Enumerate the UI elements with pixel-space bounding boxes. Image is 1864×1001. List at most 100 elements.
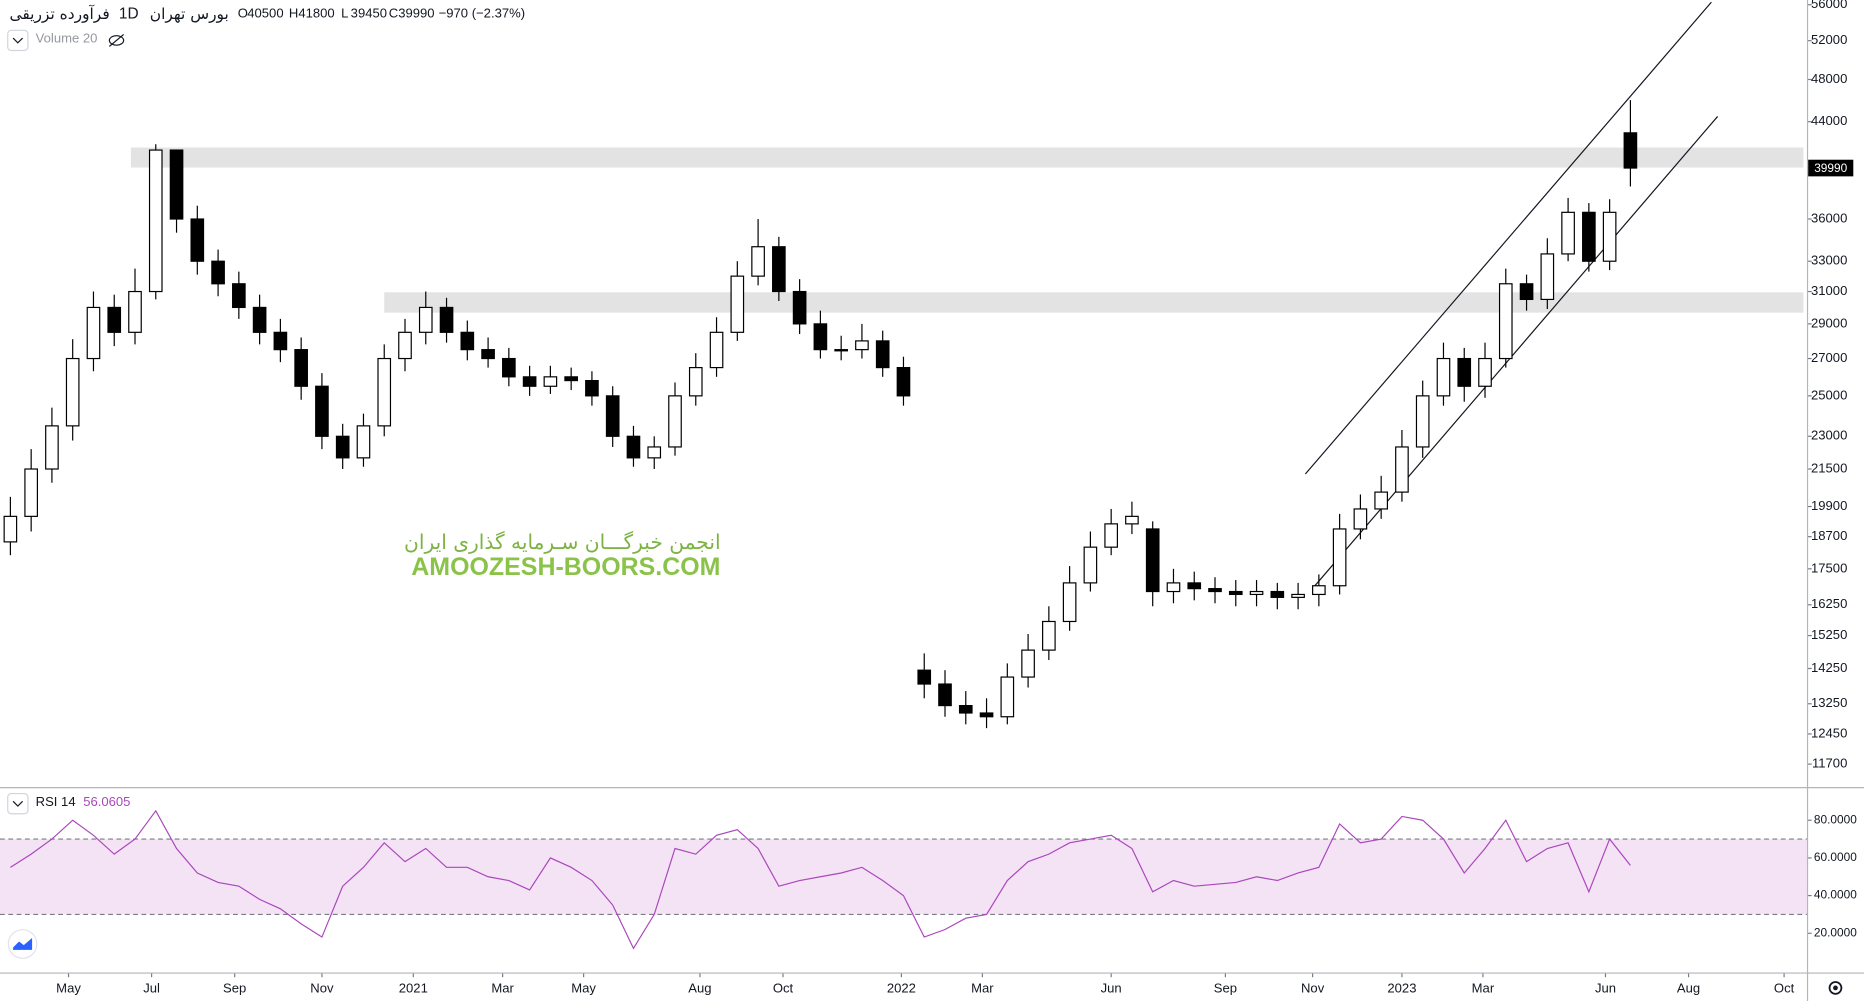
candle-body (190, 218, 205, 262)
candle-body (1166, 582, 1181, 593)
rsi-collapse-button[interactable] (7, 792, 29, 815)
candle-body (169, 149, 184, 220)
candle-body (543, 376, 558, 387)
y-tick-label: 23000 (1811, 428, 1847, 443)
candle-body (1436, 357, 1451, 397)
y-tick-label: 15250 (1811, 627, 1847, 642)
candle-body (1498, 283, 1513, 360)
candle-body (855, 340, 869, 351)
ohlc-value: 40500 (247, 6, 283, 21)
y-tick-label: 19900 (1811, 498, 1847, 513)
y-tick-label: 29000 (1811, 315, 1847, 330)
candle-body (792, 290, 807, 325)
candle-body (1623, 132, 1638, 169)
candle-body (128, 290, 142, 333)
candle-body (24, 468, 38, 517)
watermark-line1: انجمن خبرگـــان سـرمایه گذاری ایران (404, 530, 721, 554)
candle-body (1540, 253, 1555, 301)
candle-body (252, 306, 267, 333)
price-tag (1808, 159, 1854, 177)
x-tick-label: Aug (688, 981, 711, 996)
candle-body (460, 331, 475, 351)
y-tick-label: 18700 (1811, 528, 1847, 543)
candle-body (1519, 283, 1534, 301)
symbol: فرآورده تزریقی (10, 4, 110, 23)
exchange: بورس تهران (150, 5, 229, 24)
rsi-y-tick-label: 20.0000 (1814, 925, 1857, 939)
candle-body (917, 669, 932, 685)
hide-icon[interactable] (108, 34, 125, 47)
ohlc-value: 41800 (298, 6, 334, 21)
candle-body (896, 367, 911, 397)
candle-body (502, 357, 516, 378)
candle-body (1270, 590, 1285, 598)
candle-body (730, 275, 745, 333)
watermark-line2: AMOOZESH-BOORS.COM (411, 553, 720, 581)
chevron (12, 800, 24, 807)
candle-body (626, 435, 641, 459)
sr-zone (384, 292, 1804, 313)
chevron (12, 37, 24, 44)
y-tick-label: 17500 (1811, 560, 1847, 575)
y-tick-label: 48000 (1811, 71, 1847, 86)
rsi-y-tick-label: 60.0000 (1814, 850, 1857, 864)
candle-body (1000, 676, 1015, 718)
y-tick-label: 21500 (1811, 460, 1847, 475)
interval[interactable]: 1D (119, 5, 139, 22)
y-tick-label: 44000 (1811, 113, 1847, 128)
candle-body (875, 340, 890, 369)
candle-body (1395, 446, 1409, 493)
candle-body (1021, 649, 1035, 678)
y-tick-label: 11700 (1812, 756, 1847, 771)
settings-button[interactable] (1828, 981, 1843, 995)
candle-body (1187, 582, 1202, 590)
collapse-button[interactable] (7, 29, 29, 52)
ohlc-value: 39990 (398, 6, 434, 21)
x-tick-label: Sep (223, 981, 246, 996)
y-tick-label: 13250 (1811, 695, 1847, 710)
candle-body (3, 515, 18, 543)
candle-body (418, 306, 433, 333)
candle-body (1478, 357, 1492, 387)
candle-body (688, 367, 703, 397)
trendline (1304, 1, 1712, 475)
logo-mark (13, 937, 33, 950)
candle-body (315, 385, 329, 437)
x-tick-label: Jun (1595, 981, 1616, 996)
candle-body (585, 379, 599, 397)
candle-body (938, 683, 952, 707)
x-tick-label: Jul (143, 981, 160, 996)
candle-body (211, 260, 225, 285)
ohlc-key: C (389, 6, 398, 21)
candle-body (605, 395, 620, 437)
candle-body (813, 323, 828, 351)
candle-body (148, 149, 163, 293)
candle-body (1062, 582, 1077, 623)
ohlc-legend: O 40500 H 41800 L 39450 C 39990 (238, 6, 435, 21)
candle-body (522, 376, 537, 387)
y-tick-label: 33000 (1811, 253, 1847, 268)
rsi-band (0, 839, 1807, 915)
volume-legend: Volume 20 (36, 31, 98, 46)
candle-body (1249, 590, 1264, 596)
candle-body (1353, 508, 1368, 530)
rsi-title: RSI 14 (36, 794, 76, 809)
candle-body (1312, 585, 1326, 596)
candle-body (564, 376, 578, 382)
x-tick-label: Aug (1677, 981, 1700, 996)
x-tick-label: Mar (491, 981, 514, 996)
candle-body (1125, 515, 1139, 525)
price-tag-label: 39990 (1814, 161, 1847, 175)
axes: 56000 52000 48000 44000 36000 33000 31000 29000… (56, 0, 1857, 996)
candle-body (772, 246, 786, 293)
x-tick-label: Nov (1301, 981, 1325, 996)
sr-zone (130, 147, 1804, 168)
logo[interactable] (7, 929, 38, 959)
candle-body (1083, 546, 1098, 584)
candle-body (1208, 588, 1222, 593)
x-tick-label: May (571, 981, 596, 996)
x-tick-label: Oct (773, 981, 794, 996)
rsi-y-tick-label: 80.0000 (1814, 812, 1857, 826)
